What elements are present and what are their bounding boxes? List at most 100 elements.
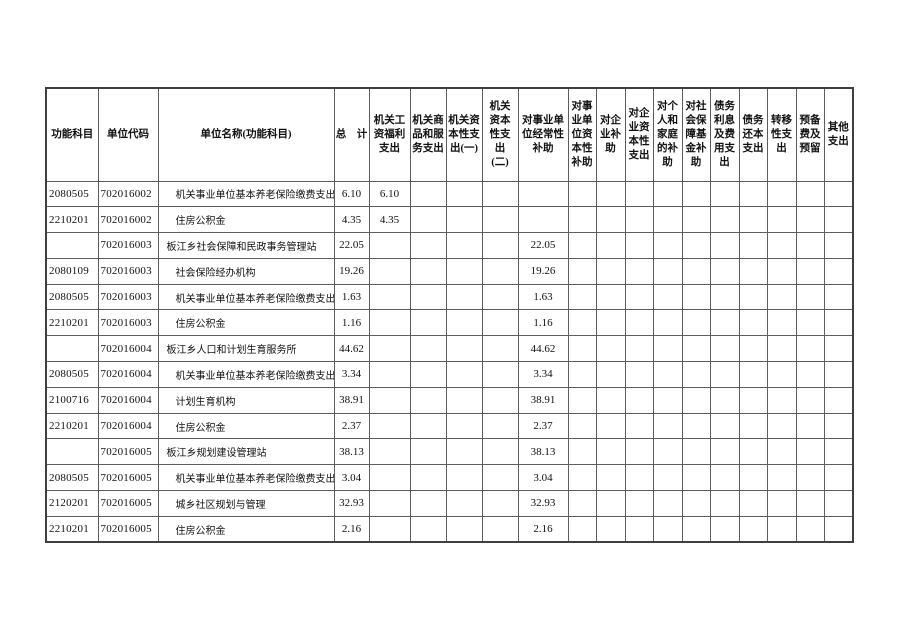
cell-transfer xyxy=(766,180,797,208)
cell-func_code: 2210201 xyxy=(45,206,99,234)
cell-ent_capital xyxy=(624,361,654,388)
table-row: 702016005 板江乡规划建设管理站 38.13 38.13 xyxy=(45,438,854,466)
cell-ent_capital xyxy=(624,335,654,363)
cell-reserve xyxy=(795,180,825,208)
cell-wage_welfare xyxy=(368,309,411,337)
cell-capital_2 xyxy=(481,206,519,234)
cell-debt_interest xyxy=(709,283,740,311)
cell-unit_code: 702016003 xyxy=(97,257,159,285)
cell-ent_capital xyxy=(624,180,654,208)
cell-reserve xyxy=(795,283,825,311)
cell-personal_family xyxy=(652,335,683,363)
cell-ent_capital xyxy=(624,206,654,234)
cell-goods_services xyxy=(409,335,447,363)
cell-inst_capital xyxy=(567,180,597,208)
cell-capital_1 xyxy=(445,490,483,517)
cell-personal_family xyxy=(652,386,683,414)
cell-goods_services xyxy=(409,309,447,337)
cell-capital_1 xyxy=(445,438,483,466)
cell-ent_capital xyxy=(624,386,654,414)
cell-social_security xyxy=(681,490,711,517)
table-row: 2120201 702016005 城乡社区规划与管理 32.93 32.93 xyxy=(45,490,854,517)
cell-debt_interest xyxy=(709,386,740,414)
cell-inst_regular xyxy=(517,206,569,234)
header-row: 功能科目 单位代码 单位名称(功能科目) 总 计机关工 资福利 支出 机关商 品和服 务… xyxy=(45,87,854,182)
cell-debt_principal xyxy=(738,335,768,363)
table-row: 2080505 702016005 机关事业单位基本养老保险缴费支出 3.04 3.04 xyxy=(45,464,854,492)
cell-goods_services xyxy=(409,412,447,440)
cell-capital_1 xyxy=(445,180,483,208)
cell-ent_subsidy xyxy=(595,438,626,466)
cell-func_code: 2080505 xyxy=(45,180,99,208)
cell-personal_family xyxy=(652,361,683,388)
cell-reserve xyxy=(795,257,825,285)
cell-ent_subsidy xyxy=(595,283,626,311)
column-header-ent_capital: 对企 业资 本性 支出 xyxy=(624,87,654,182)
cell-capital_2 xyxy=(481,283,519,311)
cell-ent_subsidy xyxy=(595,335,626,363)
cell-transfer xyxy=(766,257,797,285)
cell-total: 6.10 xyxy=(333,180,370,208)
cell-inst_capital xyxy=(567,257,597,285)
cell-wage_welfare: 6.10 xyxy=(368,180,411,208)
cell-debt_principal xyxy=(738,438,768,466)
column-header-social_security: 对社 会保 障基 金补 助 xyxy=(681,87,711,182)
cell-personal_family xyxy=(652,464,683,492)
cell-other xyxy=(823,464,854,492)
cell-debt_interest xyxy=(709,206,740,234)
cell-capital_1 xyxy=(445,335,483,363)
cell-func_code: 2080505 xyxy=(45,283,99,311)
cell-social_security xyxy=(681,257,711,285)
cell-transfer xyxy=(766,515,797,543)
cell-personal_family xyxy=(652,309,683,337)
table-row: 2210201 702016004 住房公积金 2.37 2.37 xyxy=(45,412,854,440)
cell-unit_name: 城乡社区规划与管理 xyxy=(157,490,335,517)
cell-transfer xyxy=(766,490,797,517)
cell-debt_principal xyxy=(738,180,768,208)
cell-wage_welfare xyxy=(368,490,411,517)
cell-func_code xyxy=(45,335,99,363)
cell-inst_regular: 19.26 xyxy=(517,257,569,285)
cell-inst_capital xyxy=(567,490,597,517)
cell-reserve xyxy=(795,309,825,337)
table-row: 2100716 702016004 计划生育机构 38.91 38.91 xyxy=(45,386,854,414)
cell-ent_subsidy xyxy=(595,180,626,208)
cell-ent_subsidy xyxy=(595,361,626,388)
cell-capital_1 xyxy=(445,386,483,414)
cell-total: 38.91 xyxy=(333,386,370,414)
column-header-func_code: 功能科目 xyxy=(45,87,99,182)
column-header-inst_capital: 对事 业单 位资 本性 补助 xyxy=(567,87,597,182)
cell-ent_capital xyxy=(624,232,654,259)
cell-total: 44.62 xyxy=(333,335,370,363)
cell-ent_subsidy xyxy=(595,309,626,337)
cell-personal_family xyxy=(652,180,683,208)
cell-ent_capital xyxy=(624,283,654,311)
cell-debt_principal xyxy=(738,386,768,414)
cell-inst_regular: 1.63 xyxy=(517,283,569,311)
cell-unit_code: 702016005 xyxy=(97,464,159,492)
table-row: 2210201 702016002 住房公积金 4.35 4.35 xyxy=(45,206,854,234)
cell-total: 1.16 xyxy=(333,309,370,337)
cell-social_security xyxy=(681,412,711,440)
cell-transfer xyxy=(766,283,797,311)
cell-total: 1.63 xyxy=(333,283,370,311)
column-header-personal_family: 对个 人和 家庭 的补 助 xyxy=(652,87,683,182)
cell-debt_principal xyxy=(738,412,768,440)
cell-func_code: 2120201 xyxy=(45,490,99,517)
cell-ent_capital xyxy=(624,309,654,337)
cell-personal_family xyxy=(652,206,683,234)
cell-reserve xyxy=(795,490,825,517)
cell-other xyxy=(823,180,854,208)
cell-social_security xyxy=(681,335,711,363)
cell-debt_interest xyxy=(709,335,740,363)
cell-capital_2 xyxy=(481,309,519,337)
cell-goods_services xyxy=(409,206,447,234)
cell-func_code xyxy=(45,438,99,466)
cell-inst_regular xyxy=(517,180,569,208)
cell-debt_principal xyxy=(738,232,768,259)
cell-social_security xyxy=(681,206,711,234)
cell-debt_principal xyxy=(738,257,768,285)
cell-other xyxy=(823,283,854,311)
cell-social_security xyxy=(681,232,711,259)
cell-unit_code: 702016004 xyxy=(97,335,159,363)
